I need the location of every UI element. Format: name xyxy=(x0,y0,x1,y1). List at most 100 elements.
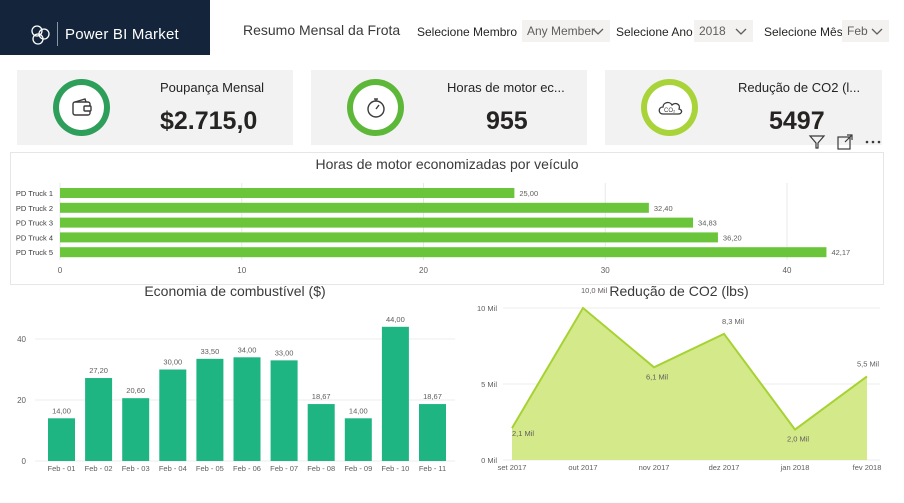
data-label: 14,00 xyxy=(52,406,71,415)
year-slicer-dropdown[interactable]: 2018 xyxy=(694,20,753,42)
x-category-label: out 2017 xyxy=(568,463,597,472)
data-label: 36,20 xyxy=(723,233,742,242)
kpi-value: $2.715,0 xyxy=(160,107,258,135)
data-label: 20,60 xyxy=(126,386,145,395)
x-category-label: nov 2017 xyxy=(639,463,670,472)
y-category-label: PD Truck 5 xyxy=(16,248,53,257)
column xyxy=(233,357,261,461)
filter-icon[interactable] xyxy=(808,133,826,151)
bar xyxy=(60,202,649,213)
x-category-label: Feb - 01 xyxy=(48,464,76,473)
column xyxy=(419,404,446,461)
power-bi-market-logo-icon xyxy=(31,25,50,45)
data-label: 44,00 xyxy=(386,315,405,324)
x-tick-label: 10 xyxy=(237,266,246,275)
member-slicer-value: Any Member xyxy=(527,24,596,38)
data-label: 30,00 xyxy=(163,358,182,367)
kpi-card-engine-hours[interactable]: Horas de motor ec... 955 xyxy=(311,70,587,145)
column xyxy=(307,404,335,461)
bar xyxy=(60,232,718,243)
y-category-label: PD Truck 1 xyxy=(16,189,53,198)
column xyxy=(85,378,113,461)
kpi-label: Poupança Mensal xyxy=(160,80,265,95)
data-label: 8,3 Mil xyxy=(722,317,744,326)
x-category-label: set 2017 xyxy=(498,463,527,472)
top-bar: Power BI Market Resumo Mensal da Frota S… xyxy=(0,0,904,60)
chevron-down-icon xyxy=(592,28,604,35)
data-label: 14,00 xyxy=(349,406,368,415)
y-tick-label: 40 xyxy=(17,335,26,344)
data-label: 42,17 xyxy=(831,248,850,257)
chart-title-engine-hours: Horas de motor economizadas por veículo xyxy=(315,156,579,172)
co2-cloud-icon: CO₂ xyxy=(658,101,682,115)
data-label: 10,0 Mil xyxy=(581,286,608,295)
brand-name: Power BI Market xyxy=(65,26,179,43)
x-category-label: Feb - 11 xyxy=(419,464,446,473)
area-fill xyxy=(512,308,867,460)
data-label: 34,83 xyxy=(698,219,717,228)
y-tick-label: 0 xyxy=(22,457,27,466)
data-label: 5,5 Mil xyxy=(857,359,879,368)
month-slicer-value: Feb xyxy=(847,24,868,38)
chart-title-co2-reduction: Redução de CO2 (lbs) xyxy=(609,283,749,299)
visual-header-toolbar xyxy=(806,131,886,153)
chevron-down-icon xyxy=(871,28,883,35)
data-label: 25,00 xyxy=(519,189,538,198)
y-tick-label: 20 xyxy=(17,396,26,405)
year-slicer-value: 2018 xyxy=(699,24,726,38)
y-category-label: PD Truck 3 xyxy=(16,219,53,228)
x-category-label: Feb - 06 xyxy=(233,464,261,473)
data-label: 34,00 xyxy=(238,345,257,354)
data-label: 33,00 xyxy=(275,348,294,357)
x-tick-label: 30 xyxy=(601,266,610,275)
data-label: 27,20 xyxy=(89,366,108,375)
bar xyxy=(60,188,515,198)
member-slicer-dropdown[interactable]: Any Member xyxy=(522,20,610,42)
focus-mode-icon[interactable] xyxy=(836,133,854,151)
y-tick-label: 10 Mil xyxy=(477,304,497,313)
x-category-label: Feb - 05 xyxy=(196,464,224,473)
month-slicer-dropdown[interactable]: Feb xyxy=(842,20,889,42)
x-category-label: Feb - 02 xyxy=(85,464,113,473)
data-label: 33,50 xyxy=(201,347,220,356)
brand-divider xyxy=(57,22,58,46)
wallet-icon xyxy=(71,97,92,116)
y-category-label: PD Truck 4 xyxy=(16,233,53,242)
column xyxy=(159,369,187,461)
svg-text:CO₂: CO₂ xyxy=(664,108,676,114)
x-category-label: Feb - 03 xyxy=(122,464,150,473)
x-tick-label: 40 xyxy=(783,266,792,275)
column xyxy=(196,358,224,461)
kpi-icon-ring xyxy=(53,79,110,136)
kpi-icon-ring xyxy=(347,79,404,136)
y-tick-label: 0 Mil xyxy=(481,456,497,465)
x-category-label: Feb - 07 xyxy=(270,464,298,473)
data-label: 2,1 Mil xyxy=(512,429,534,438)
member-slicer-label: Selecione Membro xyxy=(417,25,518,39)
x-category-label: Feb - 04 xyxy=(159,464,187,473)
data-label: 6,1 Mil xyxy=(646,372,668,381)
chart-title-fuel-savings: Economia de combustível ($) xyxy=(144,283,326,299)
column xyxy=(122,398,150,461)
more-options-icon[interactable] xyxy=(864,133,882,151)
kpi-card-monthly-savings[interactable]: Poupança Mensal $2.715,0 xyxy=(17,70,293,145)
month-slicer-label: Selecione Mês xyxy=(764,25,843,39)
kpi-value: 5497 xyxy=(769,107,825,135)
y-tick-label: 5 Mil xyxy=(481,380,497,389)
kpi-icon-ring: CO₂ xyxy=(641,79,698,136)
kpi-value: 955 xyxy=(486,107,528,135)
x-category-label: jan 2018 xyxy=(780,463,810,472)
x-tick-label: 0 xyxy=(58,266,63,275)
bar xyxy=(60,247,827,258)
engine-hours-chart-card[interactable] xyxy=(10,152,884,285)
year-slicer-label: Selecione Ano xyxy=(616,25,693,39)
bar xyxy=(60,217,694,228)
column xyxy=(381,326,409,461)
data-label: 2,0 Mil xyxy=(787,435,809,444)
column xyxy=(344,418,372,461)
kpi-card-co2-reduction[interactable]: CO₂ Redução de CO2 (l... 5497 xyxy=(605,70,882,145)
column xyxy=(270,360,298,461)
kpi-label: Horas de motor ec... xyxy=(447,80,565,95)
